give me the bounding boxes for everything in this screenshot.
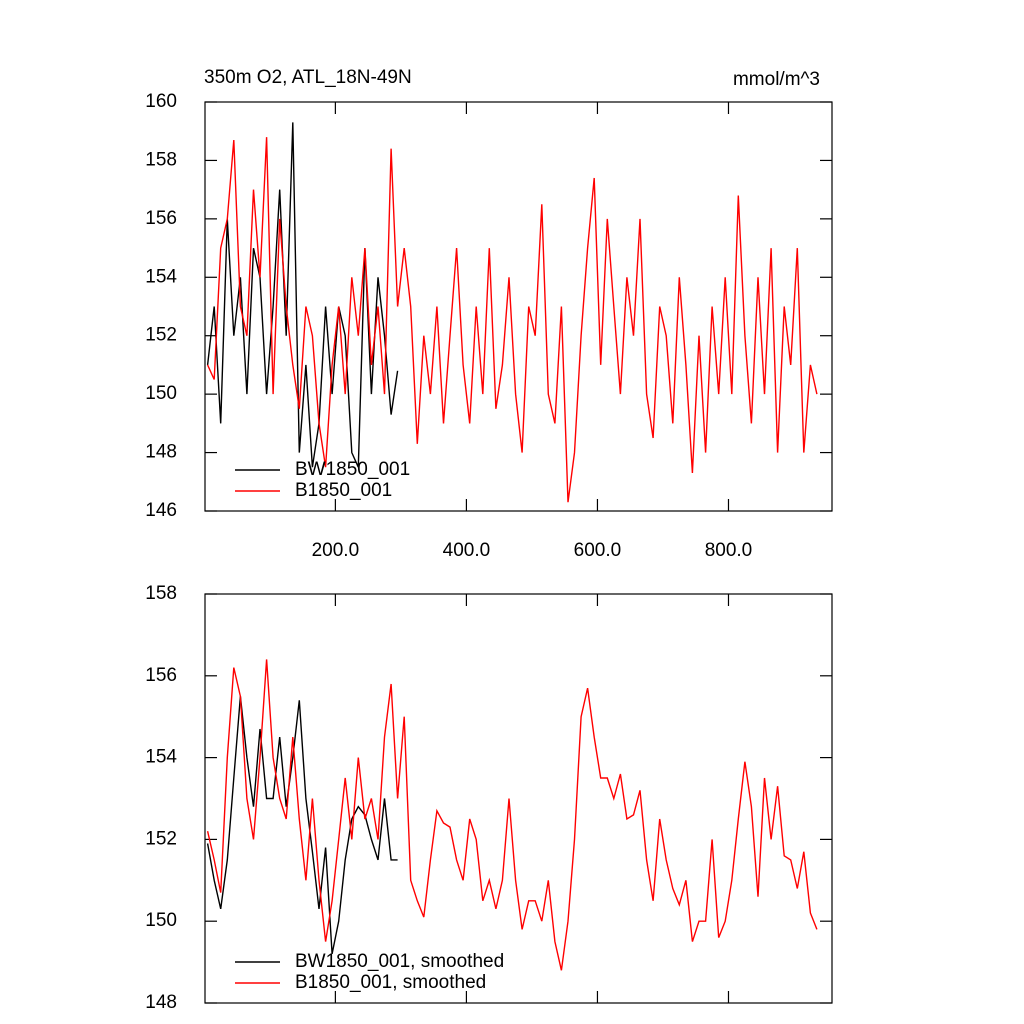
plot-frame — [204, 593, 833, 1004]
y-tick-label: 158 — [145, 583, 177, 604]
y-tick-label: 152 — [145, 828, 177, 849]
data-line — [206, 137, 818, 503]
x-tick-label: 400.0 — [443, 540, 491, 561]
x-tick-label: 200.0 — [312, 540, 360, 561]
y-tick-label: 146 — [145, 500, 177, 521]
legend-label: BW1850_001 — [295, 459, 410, 480]
y-tick-label: 148 — [145, 992, 177, 1013]
y-tick-label: 152 — [145, 325, 177, 346]
chart-title: 350m O2, ATL_18N-49N — [204, 67, 412, 88]
y-tick-label: 156 — [145, 665, 177, 686]
legend-label: B1850_001 — [295, 480, 392, 501]
data-line — [206, 659, 818, 971]
plot-frame — [204, 101, 833, 512]
y-tick-label: 150 — [145, 910, 177, 931]
units-label: mmol/m^3 — [733, 69, 820, 90]
y-tick-label: 154 — [145, 266, 177, 287]
y-tick-label: 160 — [145, 91, 177, 112]
data-line — [206, 696, 398, 955]
data-line — [206, 122, 399, 468]
x-tick-label: 800.0 — [705, 540, 753, 561]
y-tick-label: 156 — [145, 208, 177, 229]
x-tick-label: 600.0 — [574, 540, 622, 561]
y-tick-label: 150 — [145, 383, 177, 404]
legend-label: B1850_001, smoothed — [295, 972, 486, 993]
y-tick-label: 148 — [145, 442, 177, 463]
y-tick-label: 154 — [145, 747, 177, 768]
y-tick-label: 158 — [145, 149, 177, 170]
legend-label: BW1850_001, smoothed — [295, 951, 504, 972]
